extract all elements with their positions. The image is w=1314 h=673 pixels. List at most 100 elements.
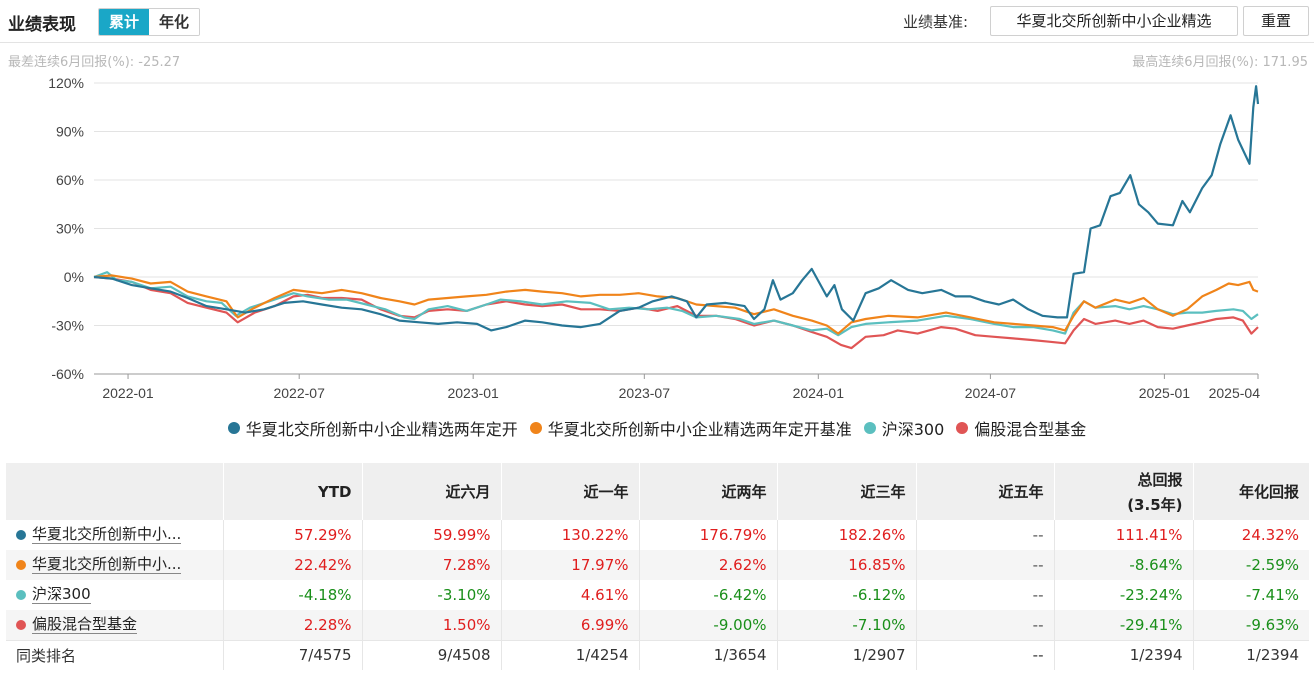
legend-dot bbox=[956, 422, 969, 434]
reset-button[interactable]: 重置 bbox=[1243, 6, 1309, 36]
x-tick-label: 2022-07 bbox=[273, 385, 325, 401]
y-tick-label: 30% bbox=[56, 221, 84, 237]
table-row: 沪深300 -4.18% -3.10% 4.61% -6.42% -6.12% -- -23.… bbox=[6, 580, 1309, 610]
table-row: 华夏北交所创新中小... 57.29% 59.99% 130.22% 176.79% 18… bbox=[6, 520, 1309, 550]
table-header-row: YTD 近六月 近一年 近两年 近三年 近五年 总回报 (3.5年) 年化回报 bbox=[6, 463, 1309, 520]
rank-cell: 1/2907 bbox=[776, 639, 916, 670]
table-cell: -4.18% bbox=[222, 580, 362, 610]
series-name-link[interactable]: 沪深300 bbox=[32, 585, 91, 604]
table-cell: -9.63% bbox=[1192, 610, 1309, 640]
table-cell: 7.28% bbox=[361, 550, 501, 580]
table-cell: -2.59% bbox=[1192, 550, 1309, 580]
series-line bbox=[93, 274, 1259, 335]
table-cell: 4.61% bbox=[500, 580, 639, 610]
x-tick-label: 2024-01 bbox=[793, 385, 845, 401]
rank-cell: 1/4254 bbox=[500, 639, 639, 670]
table-cell: 2.28% bbox=[222, 610, 362, 640]
series-name-link[interactable]: 华夏北交所创新中小... bbox=[32, 525, 182, 544]
x-tick-label: 2023-01 bbox=[447, 385, 499, 401]
view-tabs: 累计 年化 bbox=[98, 8, 201, 36]
table-cell: -29.41% bbox=[1053, 610, 1193, 640]
x-tick-label: 2022-01 bbox=[102, 385, 154, 401]
y-tick-label: 0% bbox=[64, 269, 84, 285]
performance-chart: 120% 90% 60% 30% 0% -30% -60% 2022-01 2022-07 202… bbox=[48, 75, 1261, 401]
legend-item-benchmark[interactable]: 华夏北交所创新中小企业精选两年定开基准 bbox=[529, 416, 852, 440]
legend-label: 华夏北交所创新中小企业精选两年定开 bbox=[245, 420, 518, 439]
best-6m-return: 最高连续6月回报(%): 171.95 bbox=[1132, 55, 1308, 70]
tab-annualized[interactable]: 年化 bbox=[149, 9, 200, 35]
legend-item-peer-avg[interactable]: 偏股混合型基金 bbox=[956, 416, 1086, 440]
table-cell: -9.00% bbox=[638, 610, 777, 640]
legend-dot bbox=[227, 422, 240, 434]
col-header-total-line1: 总回报 bbox=[1137, 470, 1183, 489]
rank-cell: 1/2394 bbox=[1053, 639, 1193, 670]
rank-cell: 9/4508 bbox=[361, 639, 501, 670]
table-cell: -3.10% bbox=[361, 580, 501, 610]
series-dot bbox=[16, 619, 26, 630]
legend-item-csi300[interactable]: 沪深300 bbox=[863, 416, 945, 440]
tab-cumulative[interactable]: 累计 bbox=[99, 9, 150, 35]
table-cell: -- bbox=[915, 520, 1054, 550]
table-cell: 57.29% bbox=[222, 520, 362, 550]
table-cell: -- bbox=[915, 550, 1054, 580]
legend-item-fund[interactable]: 华夏北交所创新中小企业精选两年定开 bbox=[227, 416, 518, 440]
rank-cell: 7/4575 bbox=[222, 639, 362, 670]
table-cell: -6.12% bbox=[776, 580, 916, 610]
table-row: 华夏北交所创新中小... 22.42% 7.28% 17.97% 2.62% 16.85%… bbox=[6, 550, 1309, 580]
series-line bbox=[93, 85, 1260, 332]
row-name-cell[interactable]: 偏股混合型基金 bbox=[6, 610, 223, 640]
col-header-total: 总回报 (3.5年) bbox=[1053, 463, 1193, 520]
row-name-cell[interactable]: 华夏北交所创新中小... bbox=[6, 520, 223, 550]
legend-dot bbox=[529, 422, 542, 434]
rank-label: 同类排名 bbox=[6, 639, 223, 670]
table-row: 偏股混合型基金 2.28% 1.50% 6.99% -9.00% -7.10% -- -29.… bbox=[6, 610, 1309, 640]
x-tick-label: 2024-07 bbox=[965, 385, 1017, 401]
performance-table: YTD 近六月 近一年 近两年 近三年 近五年 总回报 (3.5年) 年化回报 … bbox=[6, 463, 1309, 670]
benchmark-select[interactable]: 华夏北交所创新中小企业精选 bbox=[990, 6, 1238, 36]
table-cell: 2.62% bbox=[638, 550, 777, 580]
series-name-link[interactable]: 偏股混合型基金 bbox=[32, 614, 138, 634]
x-tick-label: 2025-01 bbox=[1139, 385, 1191, 401]
table-cell: 111.41% bbox=[1053, 520, 1193, 550]
rank-cell: 1/3654 bbox=[638, 639, 777, 670]
y-tick-label: -30% bbox=[51, 318, 84, 334]
chart-legend: 华夏北交所创新中小企业精选两年定开 华夏北交所创新中小企业精选两年定开基准 沪深… bbox=[0, 416, 1314, 440]
rank-cell: 1/2394 bbox=[1192, 639, 1309, 670]
col-header-name bbox=[6, 463, 223, 520]
x-tick-label: 2025-04 bbox=[1209, 385, 1261, 401]
y-tick-label: 120% bbox=[48, 75, 84, 91]
col-header: 近三年 bbox=[776, 463, 916, 520]
col-header: 近一年 bbox=[500, 463, 639, 520]
legend-label: 偏股混合型基金 bbox=[974, 420, 1087, 439]
table-cell: -- bbox=[915, 610, 1054, 640]
col-header: 年化回报 bbox=[1192, 463, 1309, 520]
x-tick-label: 2023-07 bbox=[619, 385, 671, 401]
legend-label: 沪深300 bbox=[881, 420, 945, 439]
table-cell: -8.64% bbox=[1053, 550, 1193, 580]
rank-row: 同类排名 7/4575 9/4508 1/4254 1/3654 1/2907 -- 1/23… bbox=[6, 639, 1309, 670]
series-line bbox=[93, 275, 1259, 350]
table-cell: -7.41% bbox=[1192, 580, 1309, 610]
table-cell: -6.42% bbox=[638, 580, 777, 610]
table-cell: 176.79% bbox=[638, 520, 777, 550]
table-cell: 22.42% bbox=[222, 550, 362, 580]
col-header: 近五年 bbox=[915, 463, 1054, 520]
row-name-cell[interactable]: 华夏北交所创新中小... bbox=[6, 550, 223, 580]
series-dot bbox=[16, 590, 26, 600]
table-cell: 24.32% bbox=[1192, 520, 1309, 550]
y-tick-label: 90% bbox=[56, 124, 84, 140]
col-header: YTD bbox=[222, 463, 362, 520]
rank-cell: -- bbox=[915, 639, 1054, 670]
row-name-cell[interactable]: 沪深300 bbox=[6, 580, 223, 610]
table-cell: 16.85% bbox=[776, 550, 916, 580]
col-header: 近两年 bbox=[638, 463, 777, 520]
table-cell: -- bbox=[915, 580, 1054, 610]
header: 业绩表现 累计 年化 业绩基准: 华夏北交所创新中小企业精选 重置 bbox=[0, 0, 1314, 43]
table-cell: -7.10% bbox=[776, 610, 916, 640]
table-cell: 6.99% bbox=[500, 610, 639, 640]
col-header: 近六月 bbox=[361, 463, 501, 520]
series-name-link[interactable]: 华夏北交所创新中小... bbox=[32, 555, 182, 574]
page-title: 业绩表现 bbox=[8, 15, 76, 35]
col-header-total-line2: (3.5年) bbox=[1127, 495, 1183, 514]
table-cell: 130.22% bbox=[500, 520, 639, 550]
